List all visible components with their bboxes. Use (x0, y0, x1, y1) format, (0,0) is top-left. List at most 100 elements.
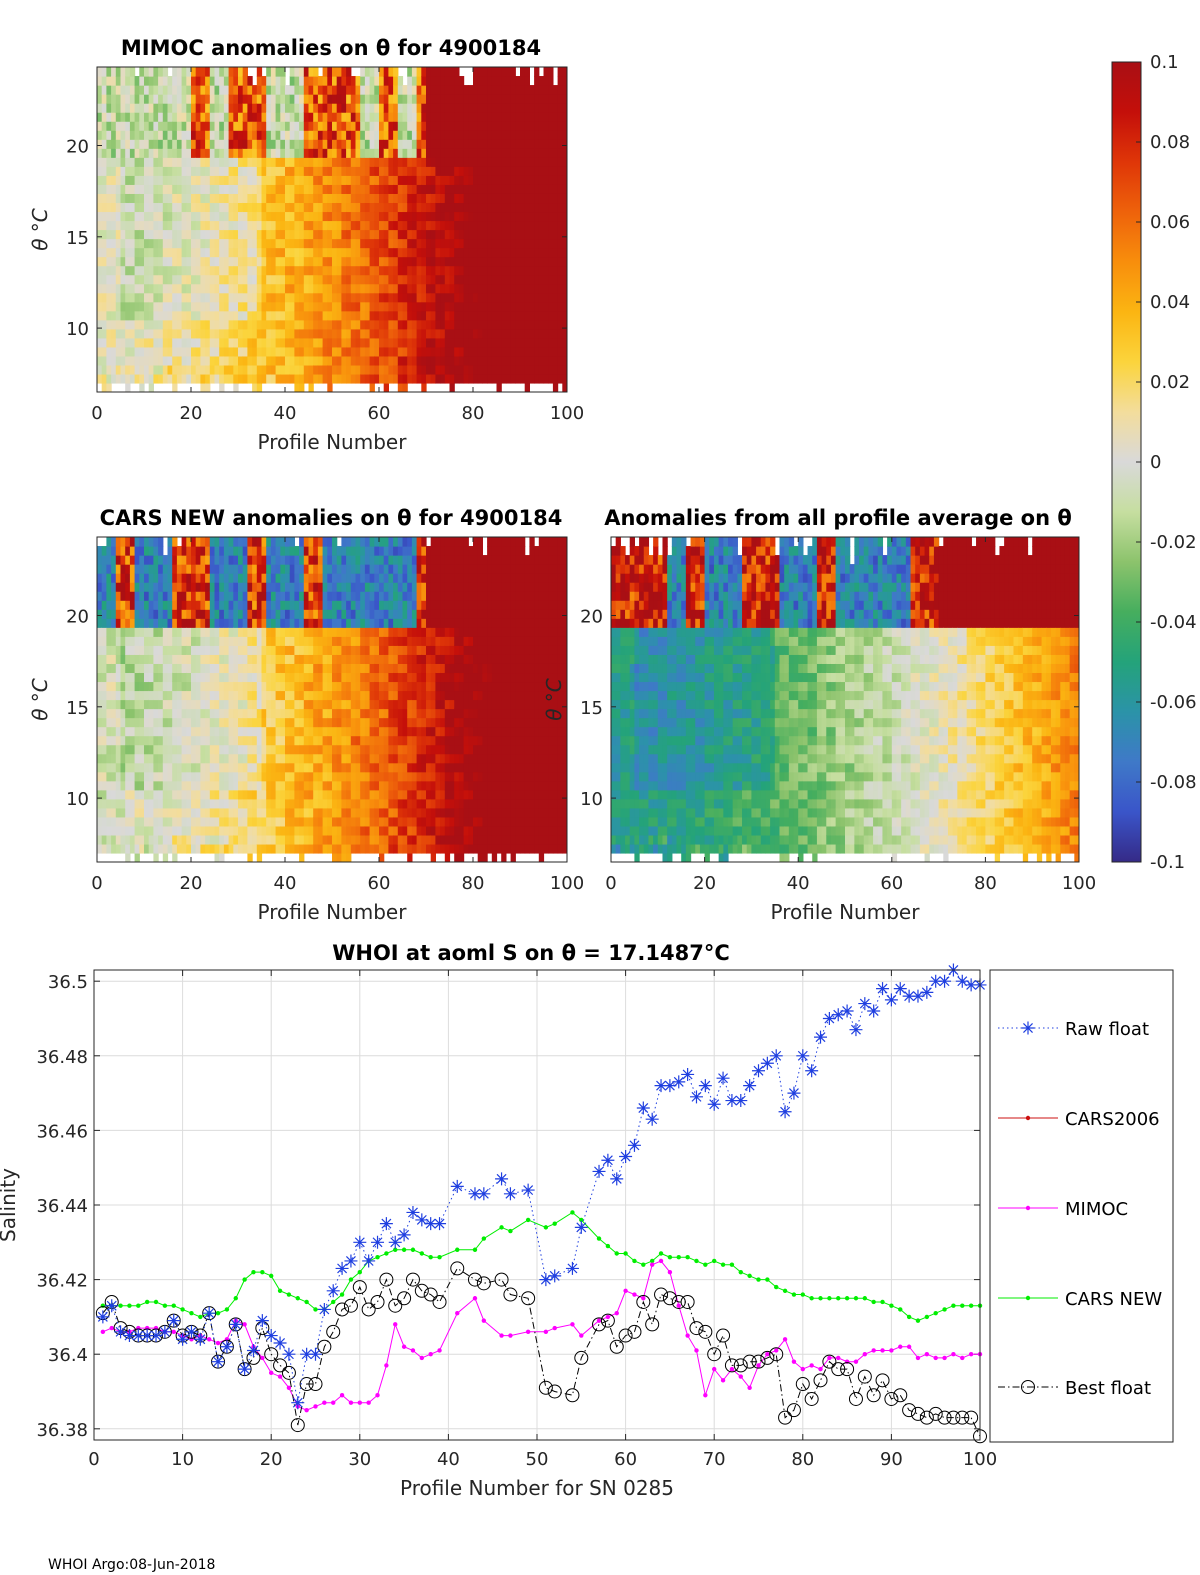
heatmap-cell (181, 112, 187, 122)
heatmap-cell (520, 184, 526, 194)
heatmap-cell (134, 771, 140, 782)
heatmap-cell (228, 265, 234, 276)
heatmap-cell (125, 193, 131, 204)
heatmap-cell (129, 238, 136, 249)
heatmap-cell (430, 247, 436, 258)
heatmap-cell (397, 265, 404, 276)
heatmap-cell (101, 816, 107, 827)
heatmap-cell (393, 247, 399, 258)
heatmap-cell (144, 807, 150, 818)
heatmap-cell (176, 672, 183, 683)
heatmap-cell (270, 726, 277, 737)
heatmap-cell (172, 238, 178, 249)
heatmap-cell (360, 283, 366, 294)
heatmap-cell (557, 184, 563, 194)
heatmap-cell (158, 67, 164, 77)
heatmap-cell (327, 355, 333, 366)
heatmap-cell (238, 537, 244, 547)
heatmap-cell (416, 247, 422, 258)
heatmap-cell (134, 112, 140, 122)
heatmap-cell (285, 744, 291, 755)
heatmap-cell (158, 220, 164, 231)
heatmap-cell (529, 310, 535, 321)
heatmap-cell (186, 283, 192, 294)
heatmap-cell (148, 85, 154, 95)
heatmap-cell (228, 103, 234, 113)
heatmap-cell (228, 355, 234, 366)
heatmap-cell (195, 157, 201, 167)
heatmap-cell (548, 256, 554, 267)
heatmap-cell (134, 94, 140, 104)
heatmap-cell (195, 573, 201, 583)
heatmap-cell (440, 355, 446, 366)
heatmap-cell (332, 157, 338, 167)
heatmap-cell (482, 265, 488, 276)
heatmap-cell (496, 346, 502, 357)
heatmap-cell (388, 103, 394, 113)
heatmap-cell (97, 744, 103, 755)
heatmap-cell (543, 103, 549, 113)
heatmap-cell (223, 564, 230, 574)
heatmap-cell (209, 573, 216, 583)
heatmap-cell (477, 157, 483, 167)
heatmap-cell (261, 202, 267, 213)
heatmap-cell (238, 591, 244, 601)
heatmap-cell (275, 582, 281, 592)
heatmap-cell (322, 112, 328, 122)
heatmap-cell (167, 708, 173, 719)
heatmap-cell (134, 717, 140, 728)
heatmap-cell (139, 364, 145, 375)
heatmap-cell (247, 229, 253, 240)
heatmap-cell (491, 184, 498, 194)
heatmap-cell (106, 591, 112, 601)
heatmap-cell (158, 627, 164, 637)
heatmap-cell (238, 301, 244, 312)
heatmap-cell (374, 193, 380, 204)
heatmap-cell (261, 346, 267, 357)
heatmap-cell (200, 202, 206, 213)
heatmap-cell (341, 184, 347, 194)
heatmap-cell (496, 139, 502, 149)
heatmap-cell (252, 834, 258, 845)
heatmap-cell (191, 699, 197, 710)
heatmap-cell (125, 220, 131, 231)
heatmap-cell (426, 346, 432, 357)
heatmap-cell (120, 681, 126, 692)
heatmap-cell (219, 582, 225, 592)
heatmap-cell (162, 274, 169, 285)
heatmap-cell (303, 85, 310, 95)
heatmap-cell (233, 130, 239, 140)
heatmap-cell (407, 112, 413, 122)
heatmap-cell (411, 175, 418, 185)
heatmap-cell (346, 274, 352, 285)
heatmap-cell (266, 825, 272, 836)
heatmap-cell (252, 573, 258, 583)
heatmap-cell (115, 582, 122, 592)
heatmap-cell (421, 292, 427, 303)
heatmap-cell (195, 265, 201, 276)
heatmap-cell (181, 627, 187, 637)
heatmap-cell (252, 816, 258, 827)
heatmap-cell (266, 121, 272, 131)
heatmap-cell (106, 355, 112, 366)
heatmap-cell (139, 130, 145, 140)
heatmap-cell (266, 364, 272, 375)
heatmap-cell (97, 130, 103, 140)
heatmap-cell (195, 67, 201, 77)
heatmap-cell (181, 85, 187, 95)
heatmap-cell (303, 211, 310, 222)
heatmap-cell (383, 283, 389, 294)
heatmap-cell (144, 663, 150, 674)
heatmap-cell (393, 328, 399, 339)
heatmap-cell (289, 753, 295, 764)
heatmap-cell (162, 852, 169, 862)
heatmap-cell (252, 618, 258, 628)
heatmap-cell (397, 193, 404, 204)
heatmap-cell (557, 130, 563, 140)
heatmap-cell (336, 121, 342, 131)
heatmap-cell (125, 364, 131, 375)
heatmap-cell (101, 609, 107, 619)
heatmap-cell (388, 157, 394, 167)
heatmap-cell (355, 76, 361, 86)
heatmap-cell (172, 94, 178, 104)
